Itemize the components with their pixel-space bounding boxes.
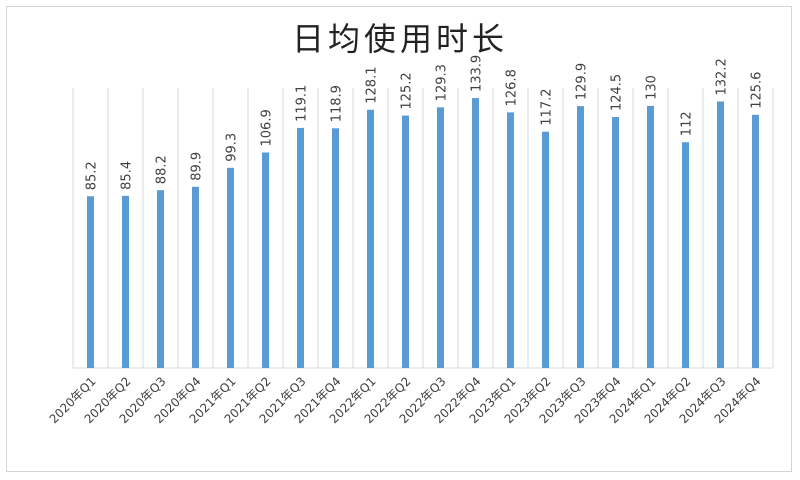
bar xyxy=(612,117,619,369)
bar xyxy=(752,114,759,368)
bar xyxy=(577,106,584,369)
bar xyxy=(367,109,374,368)
data-label: 132.2 xyxy=(715,58,730,95)
data-label: 126.8 xyxy=(505,69,520,106)
data-label: 85.4 xyxy=(120,161,135,190)
bar xyxy=(87,196,94,368)
data-label: 129.3 xyxy=(435,64,450,101)
data-label: 99.3 xyxy=(225,133,240,162)
bar xyxy=(542,131,549,368)
bar xyxy=(647,105,654,369)
data-label: 124.5 xyxy=(610,74,625,111)
bar xyxy=(507,112,514,368)
data-label: 133.9 xyxy=(470,55,485,92)
data-label: 128.1 xyxy=(365,67,380,104)
grid-lines xyxy=(72,88,774,369)
bar xyxy=(262,152,269,368)
data-label: 117.2 xyxy=(540,89,555,126)
bar xyxy=(472,98,479,368)
data-label: 118.9 xyxy=(330,85,345,122)
bar xyxy=(402,115,409,368)
data-label: 106.9 xyxy=(260,109,275,146)
chart-frame xyxy=(6,6,792,472)
bar xyxy=(297,127,304,368)
bar xyxy=(332,128,339,368)
data-label: 88.2 xyxy=(155,155,170,184)
data-label: 130 xyxy=(645,75,660,100)
data-label: 129.9 xyxy=(575,63,590,100)
data-label: 85.2 xyxy=(85,161,100,190)
bar xyxy=(717,101,724,368)
bar xyxy=(227,167,234,368)
bar xyxy=(682,142,689,368)
bar xyxy=(192,186,199,368)
data-label: 112 xyxy=(680,111,695,136)
bar xyxy=(122,195,129,368)
category-labels: 2020年Q12020年Q22020年Q32020年Q42021年Q12021年… xyxy=(47,374,764,426)
data-labels: 85.2 85.4 88.2 89.9 99.3 106.9 119.1 118.9 128.1… xyxy=(85,55,765,190)
data-label: 125.6 xyxy=(750,72,765,109)
chart-title: 日均使用时长 xyxy=(291,20,508,58)
bars xyxy=(87,98,759,369)
bar xyxy=(157,190,164,368)
data-label: 119.1 xyxy=(295,85,310,122)
data-label: 89.9 xyxy=(190,152,205,181)
bar xyxy=(437,107,444,368)
data-label: 125.2 xyxy=(400,72,415,109)
